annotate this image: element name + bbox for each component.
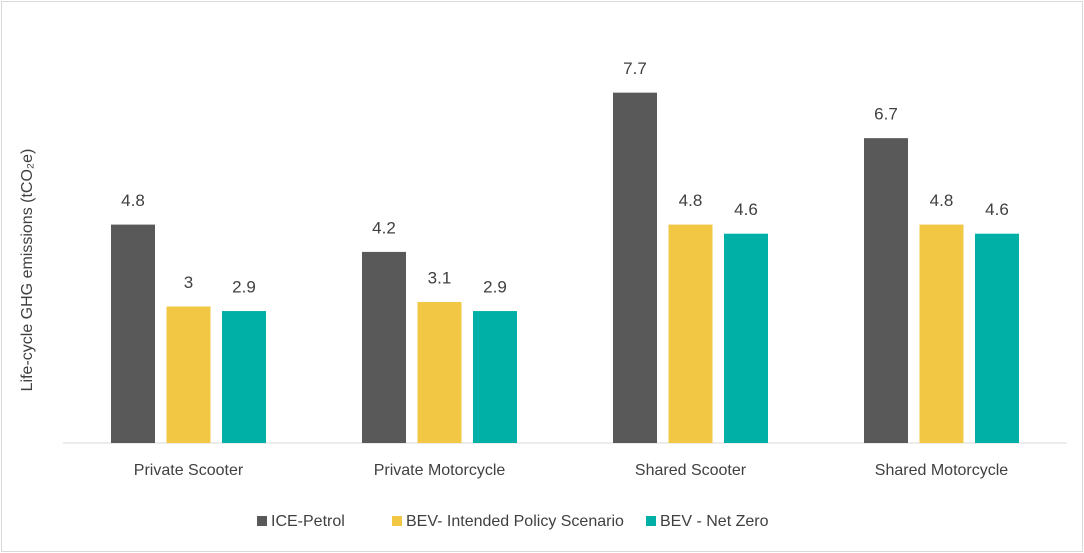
bar: [864, 138, 908, 443]
bar: [613, 92, 657, 444]
legend-label: BEV- Intended Policy Scenario: [406, 513, 624, 530]
x-tick-label: Shared Scooter: [635, 462, 747, 479]
value-label: 4.8: [679, 191, 703, 210]
value-label: 2.9: [483, 278, 507, 297]
value-label: 4.6: [734, 200, 758, 219]
bar: [724, 233, 768, 443]
bar: [166, 306, 211, 443]
bar: [111, 224, 155, 443]
bar: [975, 233, 1019, 443]
bar: [473, 311, 517, 443]
value-label: 4.6: [985, 200, 1009, 219]
value-label: 4.2: [372, 218, 396, 237]
bar: [362, 251, 406, 443]
value-label: 6.7: [874, 105, 898, 124]
bar: [222, 311, 266, 443]
bar: [417, 301, 462, 443]
value-label: 4.8: [121, 191, 145, 210]
legend-label: ICE-Petrol: [271, 513, 345, 530]
y-axis-label: Life-cycle GHG emissions (tCO₂e): [19, 149, 36, 392]
x-tick-label: Shared Motorcycle: [875, 462, 1008, 479]
bar: [919, 224, 964, 443]
legend-label: BEV - Net Zero: [660, 513, 769, 530]
x-tick-label: Private Scooter: [134, 462, 244, 479]
value-label: 3.1: [428, 268, 452, 287]
legend-swatch: [257, 516, 267, 526]
legend-swatch: [646, 516, 656, 526]
value-label: 2.9: [232, 278, 256, 297]
legend-swatch: [392, 516, 402, 526]
value-label: 3: [184, 273, 193, 292]
value-label: 4.8: [930, 191, 954, 210]
x-tick-label: Private Motorcycle: [374, 462, 506, 479]
value-label: 7.7: [623, 59, 647, 78]
bar: [668, 224, 713, 443]
